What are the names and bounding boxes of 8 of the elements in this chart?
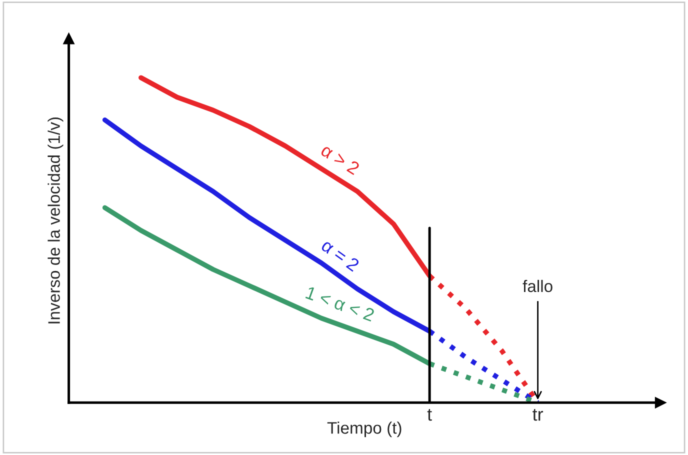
x-tick-label: tr (532, 408, 544, 421)
text: α = 2 (320, 238, 360, 272)
y-axis-title: Inverso de la velocidad (1/v) (48, 117, 64, 324)
x-tick-label: t (427, 408, 432, 421)
x-axis-title: Tiempo (t) (327, 422, 402, 438)
annotation: fallo (522, 280, 552, 292)
text: 1 < α < 2 (305, 286, 375, 322)
text: α > 2 (320, 143, 360, 176)
